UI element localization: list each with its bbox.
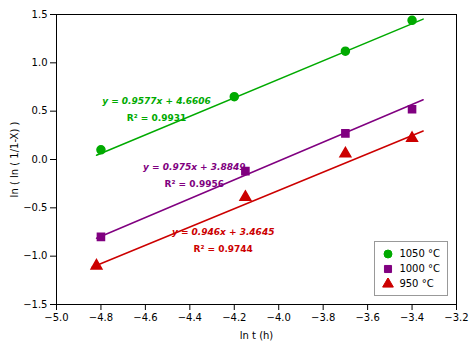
svg-text:1.5: 1.5 [32, 9, 48, 20]
svg-text:y = 0.9577x + 4.6606: y = 0.9577x + 4.6606 [102, 96, 211, 106]
svg-text:−4.4: −4.4 [178, 312, 202, 323]
html-text:950 °C: 950 °C [399, 278, 434, 289]
svg-text:y = 0.975x + 3.8849: y = 0.975x + 3.8849 [143, 162, 246, 172]
svg-text:−1.5: −1.5 [23, 299, 47, 310]
svg-text:ln t (h): ln t (h) [240, 330, 274, 341]
svg-text:ln ( ln ( 1/1-X) ): ln ( ln ( 1/1-X) ) [9, 122, 20, 198]
svg-text:−4.0: −4.0 [267, 312, 291, 323]
svg-text:−1.0: −1.0 [23, 250, 47, 261]
svg-text:−5.0: −5.0 [44, 312, 68, 323]
svg-text:1.0: 1.0 [32, 57, 48, 68]
svg-text:R² = 0.9744: R² = 0.9744 [193, 244, 252, 254]
svg-text:−4.8: −4.8 [89, 312, 113, 323]
svg-text:−4.6: −4.6 [133, 312, 157, 323]
svg-text:−3.8: −3.8 [311, 312, 335, 323]
html-text:1050 °C: 1050 °C [399, 248, 440, 259]
svg-text:−4.2: −4.2 [222, 312, 246, 323]
svg-text:0.0: 0.0 [32, 154, 48, 165]
html-text:1000 °C: 1000 °C [399, 263, 440, 274]
svg-text:−3.4: −3.4 [400, 312, 424, 323]
svg-text:y = 0.946x + 3.4645: y = 0.946x + 3.4645 [172, 227, 275, 237]
svg-text:−0.5: −0.5 [23, 202, 47, 213]
svg-text:0.5: 0.5 [32, 105, 48, 116]
svg-text:−3.6: −3.6 [355, 312, 379, 323]
svg-text:R² = 0.9956: R² = 0.9956 [165, 179, 224, 189]
svg-text:−3.2: −3.2 [444, 312, 468, 323]
svg-text:R² = 0.9931: R² = 0.9931 [127, 113, 186, 123]
